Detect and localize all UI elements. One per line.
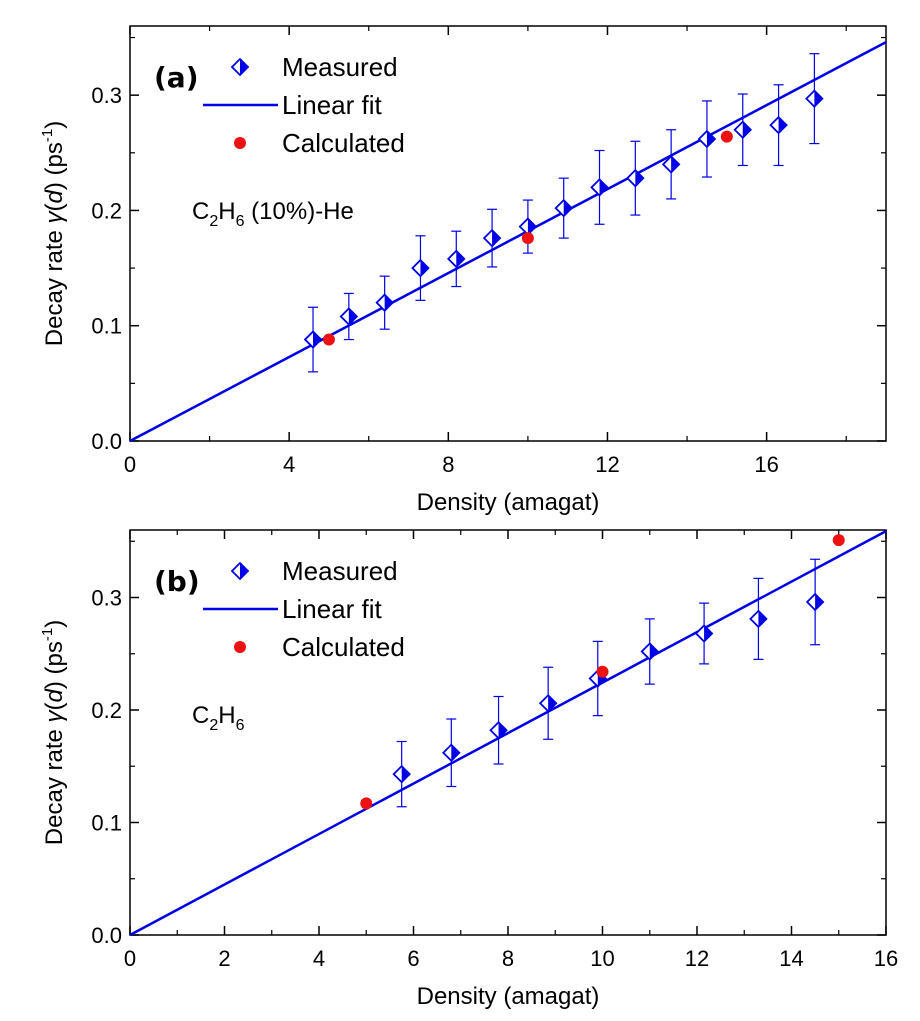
measured-marker-fill (704, 625, 713, 642)
panel-label: (b) (154, 565, 200, 598)
measured-marker-fill (498, 722, 507, 739)
plot-frame (129, 25, 887, 442)
measured-marker-fill (420, 260, 429, 277)
x-tick-label: 16 (754, 452, 778, 477)
measured-marker-fill (649, 643, 658, 660)
measured-marker-fill (706, 130, 715, 147)
annotation-sub2: 6 (236, 213, 245, 230)
legend-label-calculated: Calculated (282, 128, 405, 158)
annotation-sub2: 6 (236, 717, 245, 734)
y-axis-title-sup: -1 (39, 129, 56, 142)
annotation: C2H6 (192, 702, 245, 734)
legend-label-fit: Linear fit (282, 594, 382, 624)
calculated-point (322, 333, 335, 346)
annotation-c: C (192, 702, 209, 729)
fit-line (129, 41, 887, 443)
y-axis-title-prefix: Decay rate (41, 223, 68, 346)
x-tick-label: 0 (124, 946, 136, 971)
calculated-point (832, 534, 845, 547)
measured-marker-fill (456, 250, 465, 267)
y-tick-label: 0.1 (91, 811, 122, 836)
annotation-c: C (192, 198, 209, 225)
y-tick-label: 0.2 (91, 198, 122, 223)
measured-marker-fill (671, 156, 680, 173)
measured-marker-fill (548, 695, 557, 712)
measured-marker-fill (313, 331, 322, 348)
y-tick-label: 0.3 (91, 83, 122, 108)
x-axis-title: Density (amagat) (417, 983, 600, 1010)
annotation: C2H6 (10%)-He (192, 198, 354, 230)
x-tick-label: 12 (685, 946, 709, 971)
measured-marker-fill (240, 59, 248, 75)
y-axis-title-d: d (41, 688, 68, 702)
y-tick-label: 0.0 (91, 923, 122, 948)
x-tick-label: 8 (442, 452, 454, 477)
calculated-point (720, 130, 733, 143)
x-tick-label: 4 (283, 452, 295, 477)
y-axis-title-end: ) (41, 620, 68, 628)
measured-marker-fill (401, 766, 410, 783)
y-axis-title-close: ) (ps (41, 142, 68, 190)
measured-marker-fill (451, 744, 460, 761)
y-axis-title-d: d (41, 189, 68, 203)
measured-marker-fill (348, 308, 357, 325)
panel-b: 0 2 4 6 8 10 12 14 16 0.0 0.1 0.2 0.3 Density (amagat… (39, 529, 898, 1010)
legend-label-calculated: Calculated (282, 632, 405, 662)
x-axis-title: Density (amagat) (417, 489, 600, 516)
measured-marker-fill (599, 179, 608, 196)
calculated-point (596, 665, 609, 678)
y-axis-title-close: ) (ps (41, 641, 68, 689)
measured-marker-fill (492, 230, 501, 247)
measured-marker-fill (384, 294, 393, 311)
x-tick-label: 8 (502, 946, 514, 971)
measured-marker-fill (778, 117, 787, 134)
legend-label-measured: Measured (282, 52, 398, 82)
y-tick-label: 0.0 (91, 429, 122, 454)
y-axis-title-prefix: Decay rate (41, 722, 68, 845)
measured-marker-fill (240, 563, 248, 579)
y-axis-title-gamma: γ (41, 708, 68, 722)
calculated-point (521, 232, 534, 245)
annotation-h: H (218, 198, 235, 225)
measured-marker-fill (758, 610, 767, 627)
legend-calculated-swatch (234, 137, 246, 149)
x-tick-label: 10 (590, 946, 614, 971)
annotation-sub1: 2 (209, 213, 218, 230)
measured-marker-fill (814, 90, 823, 107)
x-tick-label: 12 (595, 452, 619, 477)
annotation-tail: (10%)-He (245, 198, 354, 225)
measured-marker-fill (742, 121, 751, 138)
y-axis-title-gamma: γ (41, 209, 68, 223)
x-tick-label: 4 (313, 946, 325, 971)
x-tick-label: 6 (407, 946, 419, 971)
x-tick-label: 2 (218, 946, 230, 971)
legend-calculated-swatch (234, 641, 246, 653)
annotation-sub1: 2 (209, 717, 218, 734)
measured-marker-fill (527, 218, 536, 235)
y-axis-title-open: ( (41, 203, 68, 211)
y-tick-label: 0.2 (91, 698, 122, 723)
annotation-h: H (218, 702, 235, 729)
x-tick-label: 0 (124, 452, 136, 477)
y-axis-title-sup: -1 (39, 628, 56, 641)
y-tick-label: 0.3 (91, 586, 122, 611)
y-axis-title: Decay rate γ(d) (ps-1) (39, 620, 68, 845)
panel-a: 0 4 8 12 16 0.0 0.1 0.2 0.3 Density (amagat) Decay… (39, 25, 887, 516)
y-axis-title-end: ) (41, 121, 68, 129)
y-axis-title-open: ( (41, 702, 68, 710)
calculated-point (360, 797, 373, 810)
x-tick-label: 16 (874, 946, 898, 971)
y-axis-title: Decay rate γ(d) (ps-1) (39, 121, 68, 346)
y-tick-label: 0.1 (91, 314, 122, 339)
legend-label-fit: Linear fit (282, 90, 382, 120)
measured-marker-fill (635, 170, 644, 187)
measured-marker-fill (563, 200, 572, 217)
measured-marker-fill (815, 594, 824, 610)
x-tick-label: 14 (779, 946, 803, 971)
legend-label-measured: Measured (282, 556, 398, 586)
panel-label: (a) (154, 61, 199, 94)
fit-line (129, 530, 887, 937)
